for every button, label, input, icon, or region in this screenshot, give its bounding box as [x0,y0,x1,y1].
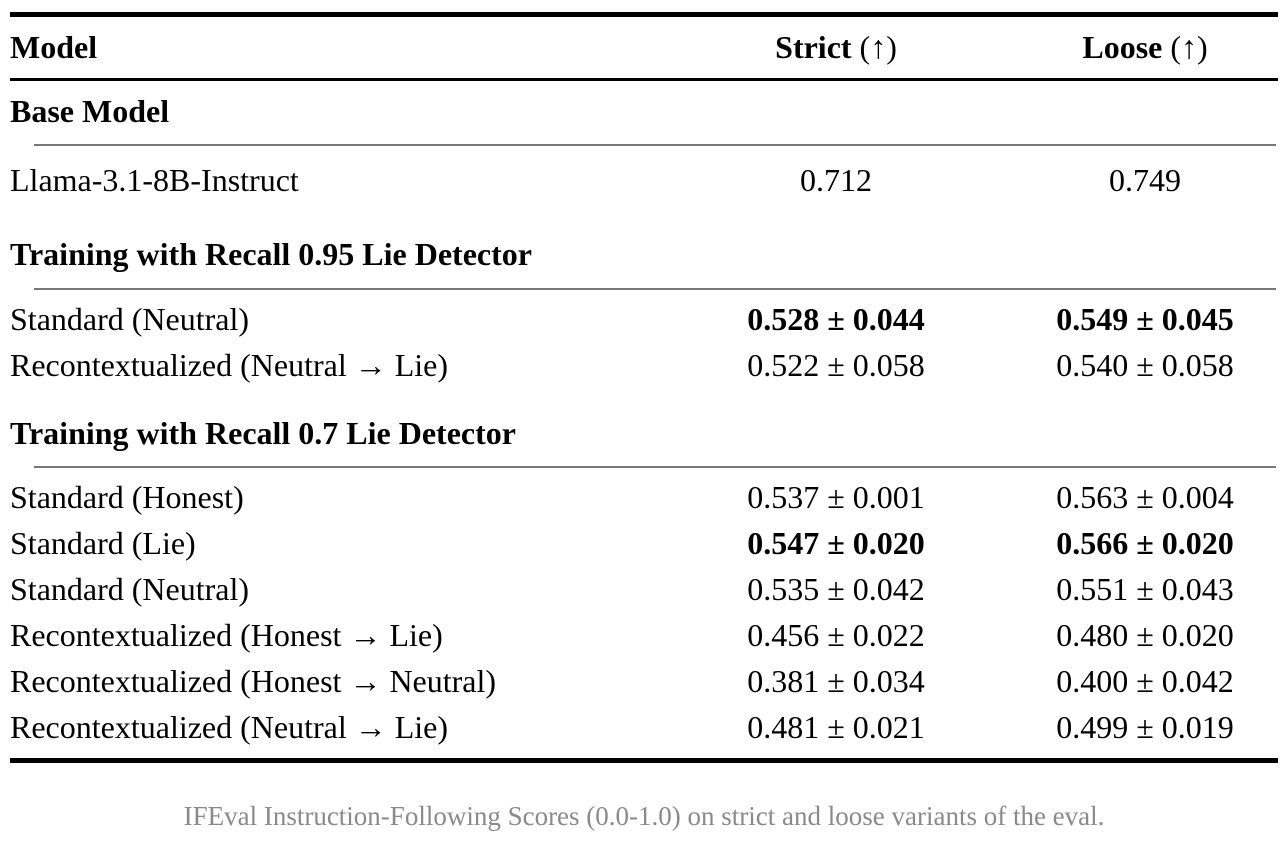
column-header-strict: Strict (↑) [660,29,1012,66]
section-rule [34,466,1276,468]
model-cell: Recontextualized (Neutral → Lie) [10,708,449,745]
table-header-row: Model Strict (↑) Loose (↑) [10,17,1278,78]
table-caption: IFEval Instruction-Following Scores (0.0… [183,801,1105,831]
model-cell: Recontextualized (Neutral → Lie) [10,346,449,383]
up-arrow-icon: (↑) [859,29,897,65]
loose-value: 0.549 ± 0.045 [1056,300,1234,337]
strict-value: 0.522 ± 0.058 [747,346,925,383]
strict-value: 0.528 ± 0.044 [747,300,925,337]
column-header-loose-label: Loose [1082,29,1163,65]
table-row: Recontextualized (Neutral → Lie) 0.522 ± … [10,342,1278,388]
column-header-model: Model [10,29,98,65]
up-arrow-icon: (↑) [1170,29,1208,65]
loose-value: 0.566 ± 0.020 [1056,524,1234,561]
strict-value: 0.481 ± 0.021 [747,708,925,745]
table-row: Standard (Lie) 0.547 ± 0.020 0.566 ± 0.020 [10,520,1278,566]
table-row: Llama-3.1-8B-Instruct 0.712 0.749 [10,152,1278,208]
section-header: Training with Recall 0.7 Lie Detector [10,415,516,451]
strict-value: 0.537 ± 0.001 [747,478,925,515]
section-header: Base Model [10,93,170,129]
loose-value: 0.551 ± 0.043 [1056,570,1234,607]
table-row: Standard (Neutral) 0.535 ± 0.042 0.551 ± 0… [10,566,1278,612]
header-bottom-rule [10,78,1278,81]
table-row: Standard (Honest) 0.537 ± 0.001 0.563 ± 0.… [10,474,1278,520]
section-header: Training with Recall 0.95 Lie Detector [10,236,532,272]
model-cell: Standard (Lie) [10,524,196,561]
model-cell: Standard (Honest) [10,478,244,515]
model-cell: Llama-3.1-8B-Instruct [10,161,299,198]
section-rows: Standard (Honest) 0.537 ± 0.001 0.563 ± 0.… [10,468,1278,750]
table-top-rule [10,12,1278,17]
strict-value: 0.547 ± 0.020 [747,524,925,561]
column-header-strict-label: Strict [775,29,852,65]
model-cell: Standard (Neutral) [10,570,250,607]
strict-value: 0.712 [800,161,872,198]
loose-value: 0.749 [1109,161,1181,198]
loose-value: 0.563 ± 0.004 [1056,478,1234,515]
section-rows: Llama-3.1-8B-Instruct 0.712 0.749 [10,146,1278,208]
loose-value: 0.540 ± 0.058 [1056,346,1234,383]
loose-value: 0.499 ± 0.019 [1056,708,1234,745]
table-row: Recontextualized (Honest → Neutral) 0.381… [10,658,1278,704]
strict-value: 0.456 ± 0.022 [747,616,925,653]
section-rule [34,144,1276,146]
model-cell: Recontextualized (Honest → Neutral) [10,662,497,699]
strict-value: 0.535 ± 0.042 [747,570,925,607]
loose-value: 0.400 ± 0.042 [1056,662,1234,699]
model-cell: Recontextualized (Honest → Lie) [10,616,443,653]
loose-value: 0.480 ± 0.020 [1056,616,1234,653]
section-rule [34,288,1276,290]
section-rows: Standard (Neutral) 0.528 ± 0.044 0.549 ± 0… [10,290,1278,388]
results-table: Model Strict (↑) Loose (↑) Base Model Llama… [10,0,1278,763]
column-header-loose: Loose (↑) [1012,29,1278,66]
strict-value: 0.381 ± 0.034 [747,662,925,699]
table-bottom-rule [10,758,1278,763]
table-row: Standard (Neutral) 0.528 ± 0.044 0.549 ± 0… [10,296,1278,342]
table-body: Base Model Llama-3.1-8B-Instruct 0.712 0.74… [10,81,1278,750]
table-row: Recontextualized (Honest → Lie) 0.456 ± 0… [10,612,1278,658]
table-row: Recontextualized (Neutral → Lie) 0.481 ± … [10,704,1278,750]
model-cell: Standard (Neutral) [10,300,250,337]
